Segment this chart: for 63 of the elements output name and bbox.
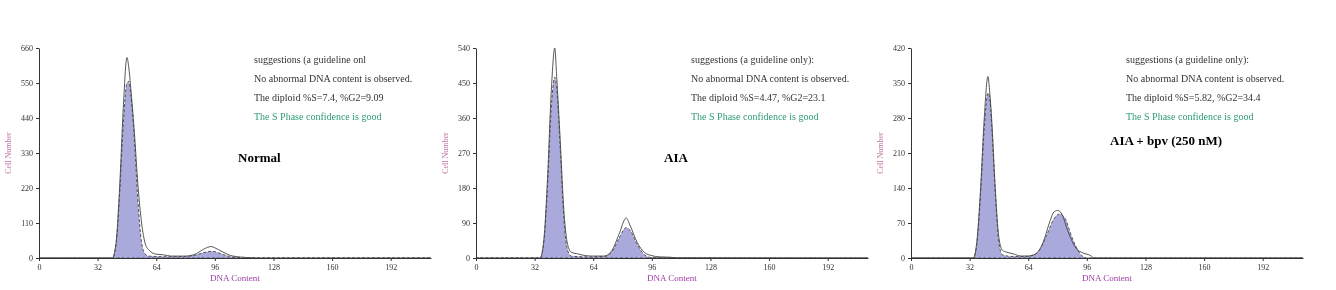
x-tick-label: 128 — [267, 262, 280, 272]
y-tick-label: 420 — [893, 44, 905, 54]
x-axis-title: DNA Content — [1082, 273, 1133, 283]
x-tick-label: 160 — [1198, 262, 1211, 272]
y-tick-label: 450 — [458, 79, 470, 89]
y-tick-label: 440 — [21, 114, 33, 124]
y-tick-label: 0 — [466, 254, 470, 264]
x-tick-label: 0 — [37, 262, 42, 272]
annotation: The S Phase confidence is good — [691, 111, 819, 122]
x-tick-label: 96 — [211, 262, 220, 272]
y-axis-title: Cell Number — [876, 131, 885, 174]
y-tick-label: 660 — [21, 44, 33, 54]
x-tick-label: 192 — [385, 262, 398, 272]
text: Normal — [238, 150, 281, 165]
y-tick-label: 540 — [458, 44, 470, 54]
y-tick-label: 360 — [458, 114, 470, 124]
y-axis-title: Cell Number — [441, 131, 450, 174]
x-tick-label: 96 — [1083, 262, 1092, 272]
y-axis-title: Cell Number — [4, 131, 13, 174]
x-tick-label: 0 — [474, 262, 479, 272]
y-tick-label: 330 — [21, 149, 33, 159]
annotation: suggestions (a guideline only): — [691, 54, 815, 66]
annotation: No abnormal DNA content is observed. — [1126, 73, 1285, 84]
x-tick-label: 32 — [94, 262, 103, 272]
x-tick-label: 32 — [966, 262, 975, 272]
x-tick-label: 192 — [822, 262, 835, 272]
text: AIA + bpv (250 nM) — [1110, 133, 1223, 148]
annotation: suggestions (a guideline onl — [254, 54, 367, 66]
x-tick-label: 192 — [1257, 262, 1270, 272]
y-tick-label: 220 — [21, 184, 33, 194]
annotation: The diploid %S=5.82, %G2=34.4 — [1126, 92, 1261, 103]
x-tick-label: 160 — [763, 262, 776, 272]
x-tick-label: 160 — [326, 262, 339, 272]
x-tick-label: 64 — [589, 262, 598, 272]
y-tick-label: 270 — [458, 149, 470, 159]
y-tick-label: 180 — [458, 184, 470, 194]
x-axis-title: DNA Content — [210, 273, 261, 283]
y-tick-label: 0 — [901, 254, 905, 264]
text: AIA — [664, 150, 689, 165]
x-tick-label: 64 — [1024, 262, 1033, 272]
y-tick-label: 350 — [893, 79, 905, 89]
annotation: The S Phase confidence is good — [1126, 111, 1254, 122]
y-tick-label: 110 — [21, 219, 33, 229]
annotation: The diploid %S=7.4, %G2=9.09 — [254, 92, 384, 103]
x-tick-label: 0 — [909, 262, 914, 272]
y-tick-label: 90 — [462, 219, 470, 229]
annotation: The diploid %S=4.47, %G2=23.1 — [691, 92, 826, 103]
x-tick-label: 32 — [531, 262, 540, 272]
y-tick-label: 280 — [893, 114, 905, 124]
annotation: No abnormal DNA content is observed. — [254, 73, 413, 84]
x-tick-label: 96 — [648, 262, 657, 272]
annotation: No abnormal DNA content is observed. — [691, 73, 850, 84]
x-tick-label: 128 — [704, 262, 717, 272]
x-axis-title: DNA Content — [647, 273, 698, 283]
y-tick-label: 0 — [29, 254, 33, 264]
y-tick-label: 70 — [897, 219, 905, 229]
y-tick-label: 140 — [893, 184, 905, 194]
x-tick-label: 64 — [152, 262, 161, 272]
annotation: suggestions (a guideline only): — [1126, 54, 1250, 66]
x-tick-label: 128 — [1139, 262, 1152, 272]
y-tick-label: 550 — [21, 79, 33, 89]
annotation: The S Phase confidence is good — [254, 111, 382, 122]
y-tick-label: 210 — [893, 149, 905, 159]
